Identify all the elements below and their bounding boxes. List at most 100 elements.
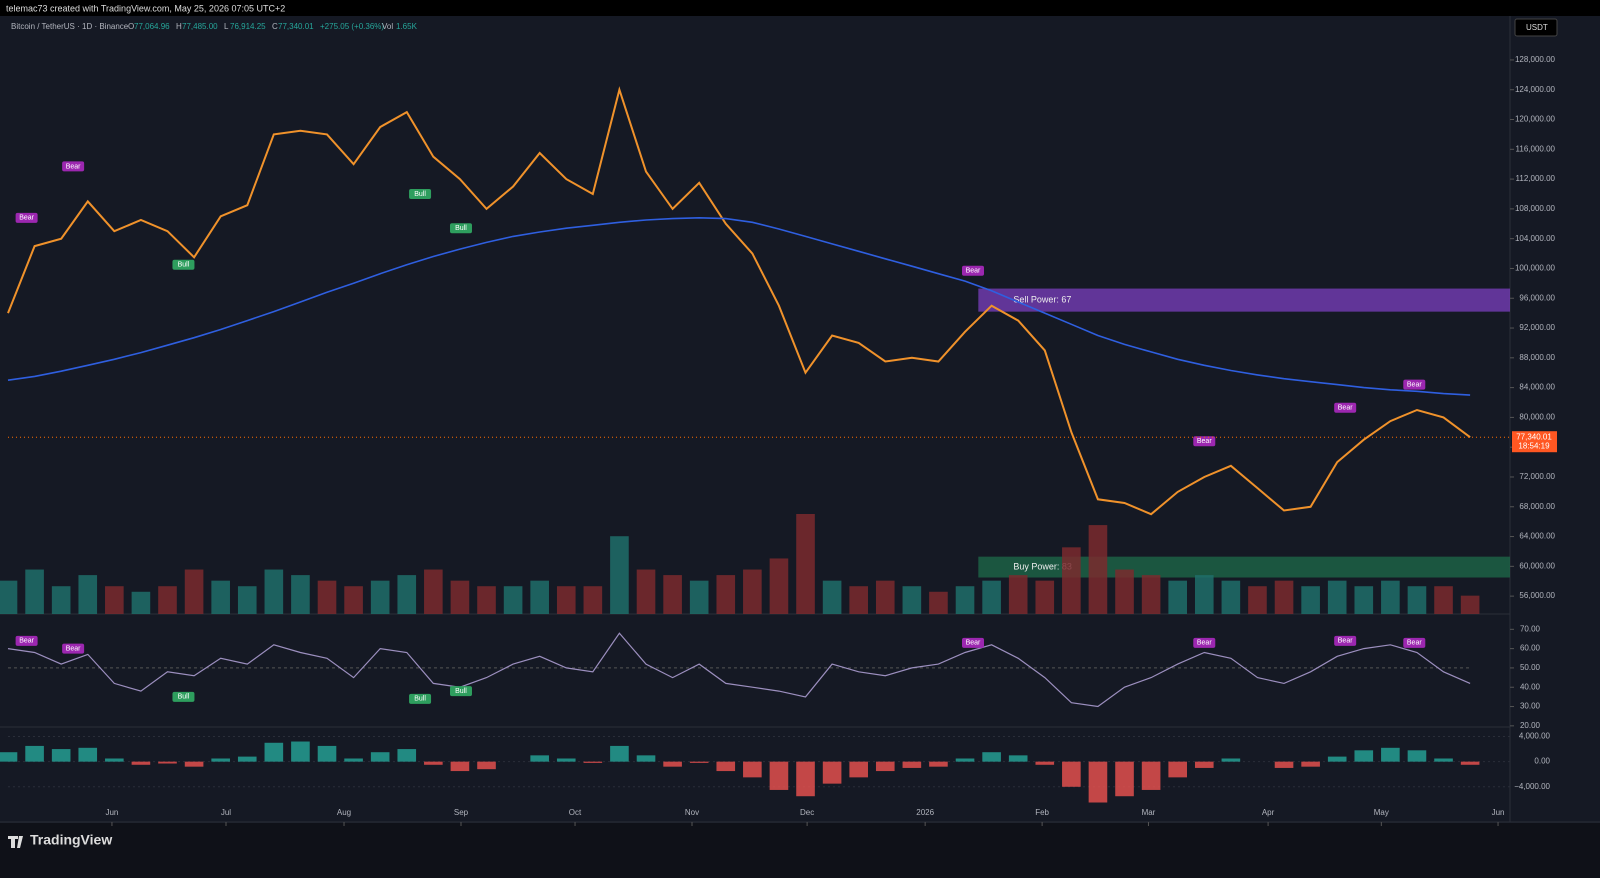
brand-logo: [8, 836, 23, 848]
x-tick-label: Jun: [1492, 808, 1505, 817]
volume-bar: [264, 569, 284, 614]
macd-bar: [1115, 761, 1134, 797]
x-tick-label: Mar: [1142, 808, 1156, 817]
price-signal-box: [1193, 436, 1216, 447]
y-tick-label: 64,000.00: [1519, 532, 1555, 541]
volume-bar: [1168, 580, 1188, 614]
rsi-tick-label: 40.00: [1520, 682, 1541, 691]
ohlc-value: 76,914.25: [230, 22, 266, 31]
price-line: [7, 86, 1471, 516]
macd-bar: [1008, 755, 1028, 762]
volume-bar: [556, 586, 576, 614]
volume-bar: [0, 580, 18, 614]
macd-bar: [1194, 761, 1214, 768]
x-tick-label: 2026: [916, 808, 934, 817]
zone-label: Buy Power: 83: [1013, 561, 1072, 571]
price-signal-label: Bear: [1407, 381, 1422, 388]
price-signal-box: [449, 223, 472, 234]
y-tick-label: 96,000.00: [1519, 293, 1555, 302]
volume-bar: [1407, 586, 1427, 614]
price-signal-label: Bull: [178, 262, 190, 269]
macd-bar: [1407, 750, 1427, 762]
volume-bar: [131, 591, 151, 614]
volume-bar: [1354, 586, 1374, 614]
price-signal-box: [962, 265, 985, 276]
y-tick-label: 68,000.00: [1519, 502, 1555, 511]
macd-bar: [716, 761, 736, 772]
zone-label: Sell Power: 67: [1013, 294, 1071, 304]
credit: telemac73 created with TradingView.com, …: [6, 3, 285, 13]
macd-bar: [849, 761, 868, 778]
rsi-tick-label: 20.00: [1520, 721, 1541, 730]
volume-value: 1.65K: [396, 22, 418, 31]
macd-bar: [291, 741, 310, 762]
y-tick-label: 60,000.00: [1519, 561, 1555, 570]
x-tick-label: Apr: [1262, 808, 1275, 817]
volume-bar: [450, 580, 470, 614]
macd-bar: [424, 761, 443, 765]
volume-bar: [769, 558, 789, 614]
y-tick-label: 84,000.00: [1519, 383, 1555, 392]
header-bar: [0, 0, 1600, 16]
macd-bar: [450, 761, 470, 772]
macd-bar: [105, 758, 124, 762]
currency-box[interactable]: [1514, 18, 1558, 37]
zone: [978, 288, 1510, 312]
x-tick-label: Aug: [337, 808, 351, 817]
rsi-signal-label: Bear: [966, 640, 981, 647]
macd-bar: [1460, 761, 1480, 765]
macd-bar: [78, 747, 98, 762]
y-tick-label: 80,000.00: [1519, 413, 1555, 422]
ohlc-value: 77,064.96: [134, 22, 170, 31]
volume-bar: [1274, 580, 1294, 614]
rsi-signal-box: [1193, 637, 1216, 648]
rsi-signal-label: Bull: [178, 694, 190, 701]
volume-bar: [344, 586, 363, 614]
y-tick-label: 104,000.00: [1515, 234, 1556, 243]
macd-bar: [875, 761, 895, 772]
macd-bar: [1301, 761, 1320, 767]
volume-bar: [291, 575, 310, 614]
price-signal-label: Bear: [66, 163, 81, 170]
price-signal-box: [172, 259, 195, 270]
macd-bar: [1327, 756, 1347, 762]
rsi-signal-box: [409, 693, 432, 704]
price-signal-box: [409, 188, 432, 199]
macd-bar: [51, 749, 71, 762]
rsi-tick-label: 30.00: [1520, 702, 1541, 711]
y-tick-label: 88,000.00: [1519, 353, 1555, 362]
volume-bar: [1194, 575, 1214, 614]
macd-bar: [1221, 758, 1241, 762]
macd-bar: [530, 755, 549, 762]
price-line: [7, 216, 1471, 396]
volume-bar: [982, 580, 1001, 614]
rsi-signal-box: [62, 643, 85, 654]
rsi-signal-label: Bear: [1197, 640, 1212, 647]
y-tick-label: 56,000.00: [1519, 591, 1555, 600]
macd-bar: [822, 761, 842, 784]
macd-bar: [477, 761, 496, 770]
y-tick-label: 100,000.00: [1515, 264, 1556, 273]
volume-bar: [184, 569, 204, 614]
x-tick-label: Nov: [685, 808, 699, 817]
volume-bar: [424, 569, 443, 614]
volume-bar: [1381, 580, 1400, 614]
rsi-signal-label: Bear: [1338, 638, 1353, 645]
last-price-box: [1512, 431, 1557, 453]
macd-bar: [1035, 761, 1055, 765]
volume-bar: [1327, 580, 1347, 614]
volume-key: Vol: [382, 22, 393, 31]
macd-bar: [370, 752, 390, 762]
currency[interactable]: USDT: [1526, 23, 1548, 32]
macd-bar: [1062, 761, 1081, 787]
macd-bar: [663, 761, 682, 767]
macd-bar: [610, 745, 629, 762]
rsi-signal-label: Bull: [455, 688, 467, 695]
y-tick-label: 120,000.00: [1515, 115, 1556, 124]
rsi-signal-box: [172, 691, 195, 702]
macd-bar: [317, 745, 337, 762]
rsi-signal-label: Bull: [414, 696, 426, 703]
x-tick-label: May: [1374, 808, 1389, 817]
volume-bar: [370, 580, 390, 614]
volume-bar: [610, 536, 629, 614]
